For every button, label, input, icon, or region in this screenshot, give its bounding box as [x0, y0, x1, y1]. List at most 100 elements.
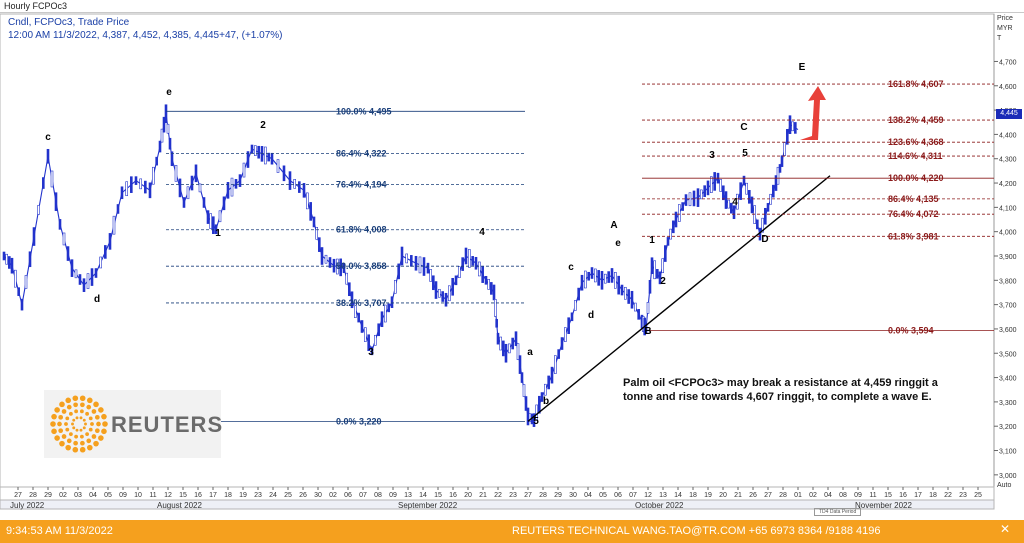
wave-label: d: [588, 310, 594, 321]
analysis-note: Palm oil <FCPOc3> may break a resistance…: [623, 377, 938, 403]
fib-level-label: 138.2% 4,459: [888, 115, 944, 125]
x-tick-label: 18: [224, 492, 232, 499]
candle: [499, 336, 502, 351]
candle: [254, 145, 257, 156]
x-tick-label: 18: [929, 492, 937, 499]
x-tick-label: 22: [944, 492, 952, 499]
auto-scale-button[interactable]: Auto: [997, 482, 1012, 489]
x-tick-label: 04: [584, 492, 592, 499]
x-tick-label: 02: [59, 492, 67, 499]
x-tick-label: 16: [899, 492, 907, 499]
close-icon[interactable]: ✕: [1000, 522, 1011, 536]
candle: [496, 332, 500, 345]
x-tick-label: 19: [704, 492, 712, 499]
logo-dot: [96, 421, 101, 427]
logo-dot: [86, 438, 92, 444]
logo-dot: [98, 407, 104, 413]
candle: [246, 151, 250, 168]
candle: [739, 182, 742, 200]
candle: [540, 392, 544, 402]
candle: [713, 172, 716, 191]
x-tick-label: 11: [869, 492, 876, 499]
candle: [696, 188, 700, 207]
logo-dot: [79, 434, 84, 439]
candle: [168, 137, 172, 150]
candle: [630, 290, 634, 309]
candle: [719, 179, 722, 192]
logo-dot: [50, 421, 56, 427]
candle: [209, 213, 212, 229]
candle: [441, 291, 444, 302]
candle: [384, 304, 387, 323]
candle: [484, 276, 488, 285]
candle: [206, 210, 210, 224]
candle: [550, 366, 554, 384]
logo-dot: [86, 404, 92, 410]
candle: [508, 343, 511, 354]
candle: [684, 194, 688, 206]
logo-dot: [102, 421, 108, 427]
wave-label: b: [543, 396, 549, 407]
candle: [42, 177, 45, 189]
fib-level-label: 86.4% 4,322: [336, 148, 387, 158]
candle: [778, 164, 782, 173]
candle: [218, 210, 222, 223]
candle: [28, 251, 32, 268]
candle: [722, 185, 725, 201]
candle: [288, 171, 292, 190]
candle: [354, 299, 357, 318]
candle: [2, 251, 6, 261]
logo-dot: [94, 414, 100, 420]
x-tick-label: 04: [89, 492, 97, 499]
candle: [32, 227, 36, 246]
candle: [624, 286, 627, 300]
candle: [186, 186, 190, 200]
y-tick-label: 4,200: [999, 181, 1017, 188]
logo-dot: [65, 416, 70, 421]
candle: [380, 311, 384, 328]
candle: [648, 279, 652, 294]
x-tick-label: 23: [509, 492, 517, 499]
candle: [769, 193, 772, 205]
logo-dot: [91, 409, 97, 414]
candle: [62, 232, 66, 246]
logo-dot: [68, 432, 73, 437]
candle: [250, 144, 254, 154]
candle: [324, 254, 328, 264]
x-tick-label: 23: [254, 492, 262, 499]
fib-level-label: 100.0% 4,220: [888, 173, 944, 183]
candle: [495, 318, 498, 328]
candle: [166, 123, 170, 134]
candle: [125, 181, 128, 197]
candle: [134, 176, 138, 185]
logo-dot: [101, 413, 107, 420]
fib-level-label: 114.6% 4,311: [888, 151, 943, 161]
candle: [70, 259, 74, 277]
candle: [471, 256, 474, 266]
x-tick-label: 27: [524, 492, 532, 499]
candle: [10, 257, 14, 274]
wave-label: 5: [533, 416, 539, 427]
candle: [614, 272, 617, 289]
candle: [617, 275, 620, 295]
candle: [144, 180, 147, 194]
candle: [24, 275, 28, 289]
candle: [222, 196, 226, 211]
y-tick-label: 3,400: [999, 376, 1017, 383]
candle: [410, 255, 413, 267]
candle: [212, 216, 215, 234]
candle: [780, 155, 784, 167]
candle: [257, 145, 260, 159]
x-tick-label: 01: [794, 492, 802, 499]
candle: [302, 183, 306, 198]
wave-label: c: [45, 132, 51, 143]
candle: [535, 404, 538, 421]
candle: [730, 202, 733, 214]
price-axis-unit: T: [997, 35, 1002, 42]
candle: [661, 258, 664, 274]
month-label: October 2022: [635, 501, 684, 510]
candle: [664, 245, 667, 262]
logo-dot: [51, 428, 57, 435]
candle: [669, 228, 672, 240]
